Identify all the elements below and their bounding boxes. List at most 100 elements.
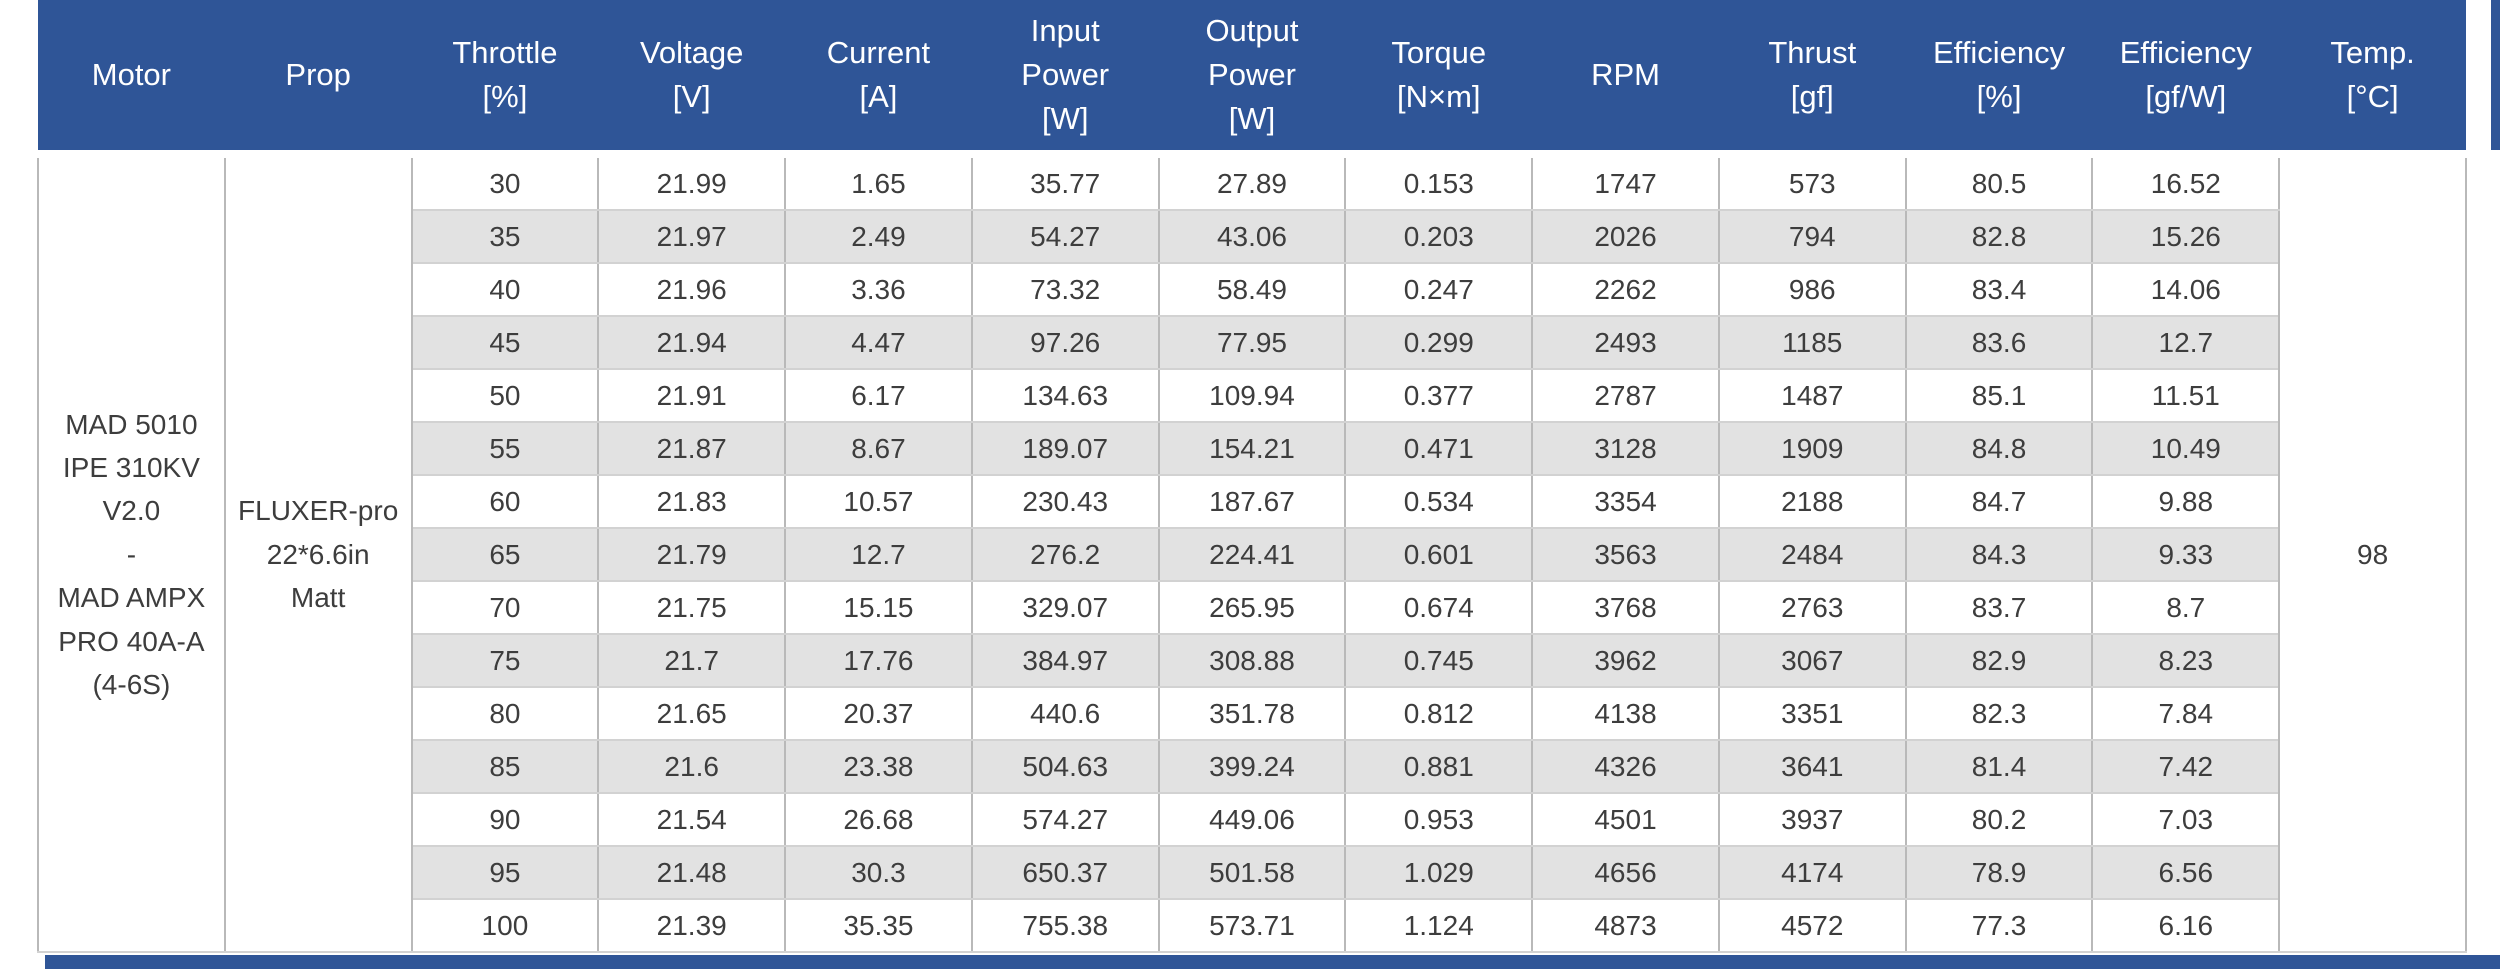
data-cell-rpm: 4501: [1531, 792, 1720, 847]
data-cell-efficiency_pct: 83.4: [1904, 262, 2094, 317]
data-cell-throttle: 40: [410, 262, 600, 317]
column-header-motor: Motor: [38, 0, 225, 158]
data-cell-thrust: 1185: [1717, 315, 1907, 370]
table-header-row: Motor Prop Throttle [%] Voltage [V] Current …: [38, 0, 2466, 158]
data-cell-efficiency_pct: 81.4: [1904, 739, 2094, 794]
table-row: 45 21.94 4.47 97.26 77.95 0.299 2493 1185 83.6 12…: [38, 315, 2466, 370]
data-cell-efficiency_pct: 83.6: [1904, 315, 2094, 370]
data-cell-efficiency_gfw: 11.51: [2091, 368, 2281, 423]
data-cell-efficiency_gfw: 8.7: [2091, 580, 2281, 635]
data-cell-current: 26.68: [784, 792, 973, 847]
data-cell-efficiency_gfw: 6.16: [2091, 898, 2281, 953]
data-cell-torque: 0.953: [1344, 792, 1534, 847]
data-cell-input_power: 276.2: [970, 527, 1160, 582]
table-row: 40 21.96 3.36 73.32 58.49 0.247 2262 986 83.4 14.…: [38, 262, 2466, 317]
data-cell-thrust: 794: [1717, 209, 1907, 264]
data-cell-efficiency_pct: 82.8: [1904, 209, 2094, 264]
data-cell-torque: 0.247: [1344, 262, 1534, 317]
data-cell-voltage: 21.96: [597, 262, 787, 317]
table-row: 90 21.54 26.68 574.27 449.06 0.953 4501 3937 80.…: [38, 792, 2466, 847]
data-cell-voltage: 21.99: [597, 153, 787, 211]
table-row: 100 21.39 35.35 755.38 573.71 1.124 4873 4572 77…: [38, 898, 2466, 953]
table-row: 55 21.87 8.67 189.07 154.21 0.471 3128 1909 84.8…: [38, 421, 2466, 476]
motor-test-table: Motor Prop Throttle [%] Voltage [V] Current …: [37, 0, 2467, 953]
data-cell-efficiency_gfw: 6.56: [2091, 845, 2281, 900]
data-cell-thrust: 3067: [1717, 633, 1907, 688]
data-cell-torque: 0.203: [1344, 209, 1534, 264]
data-cell-torque: 0.812: [1344, 686, 1534, 741]
column-header-thrust: Thrust [gf]: [1718, 0, 1906, 158]
column-header-output_power: Output Power [W]: [1158, 0, 1346, 158]
table-row: 60 21.83 10.57 230.43 187.67 0.534 3354 2188 84.…: [38, 474, 2466, 529]
table-row: 50 21.91 6.17 134.63 109.94 0.377 2787 1487 85.1…: [38, 368, 2466, 423]
data-cell-current: 23.38: [784, 739, 973, 794]
column-header-prop: Prop: [224, 0, 412, 158]
column-header-input_power: Input Power [W]: [971, 0, 1159, 158]
temp-cell: 98: [2278, 153, 2467, 953]
data-cell-torque: 1.029: [1344, 845, 1534, 900]
data-cell-thrust: 2484: [1717, 527, 1907, 582]
data-cell-current: 15.15: [784, 580, 973, 635]
data-cell-input_power: 504.63: [970, 739, 1160, 794]
data-cell-efficiency_gfw: 7.42: [2091, 739, 2281, 794]
data-cell-torque: 0.377: [1344, 368, 1534, 423]
data-cell-rpm: 2026: [1531, 209, 1720, 264]
data-cell-current: 8.67: [784, 421, 973, 476]
data-cell-efficiency_pct: 84.3: [1904, 527, 2094, 582]
data-cell-current: 6.17: [784, 368, 973, 423]
table-row: 95 21.48 30.3 650.37 501.58 1.029 4656 4174 78.9…: [38, 845, 2466, 900]
data-cell-efficiency_pct: 83.7: [1904, 580, 2094, 635]
prop-cell: FLUXER-pro 22*6.6in Matt: [223, 153, 413, 953]
data-cell-rpm: 2262: [1531, 262, 1720, 317]
data-cell-efficiency_gfw: 14.06: [2091, 262, 2281, 317]
data-cell-thrust: 1909: [1717, 421, 1907, 476]
data-cell-thrust: 2763: [1717, 580, 1907, 635]
data-cell-rpm: 3563: [1531, 527, 1720, 582]
table-row: 65 21.79 12.7 276.2 224.41 0.601 3563 2484 84.3 9…: [38, 527, 2466, 582]
data-cell-current: 3.36: [784, 262, 973, 317]
motor-cell: MAD 5010 IPE 310KV V2.0 - MAD AMPX PRO 4…: [37, 153, 226, 953]
data-cell-output_power: 573.71: [1157, 898, 1347, 953]
data-cell-throttle: 65: [410, 527, 600, 582]
data-cell-thrust: 3641: [1717, 739, 1907, 794]
data-cell-efficiency_pct: 78.9: [1904, 845, 2094, 900]
data-cell-output_power: 308.88: [1157, 633, 1347, 688]
data-cell-current: 10.57: [784, 474, 973, 529]
data-cell-efficiency_pct: 84.8: [1904, 421, 2094, 476]
data-cell-throttle: 45: [410, 315, 600, 370]
data-cell-thrust: 4572: [1717, 898, 1907, 953]
data-cell-input_power: 35.77: [970, 153, 1160, 211]
table-row: 75 21.7 17.76 384.97 308.88 0.745 3962 3067 82.9…: [38, 633, 2466, 688]
data-cell-current: 1.65: [784, 153, 973, 211]
data-cell-rpm: 2787: [1531, 368, 1720, 423]
data-cell-current: 20.37: [784, 686, 973, 741]
data-cell-throttle: 30: [410, 153, 600, 211]
data-cell-efficiency_gfw: 9.88: [2091, 474, 2281, 529]
bottom-accent-bar: [45, 955, 2500, 969]
data-cell-efficiency_pct: 82.3: [1904, 686, 2094, 741]
data-cell-efficiency_gfw: 12.7: [2091, 315, 2281, 370]
data-cell-throttle: 55: [410, 421, 600, 476]
data-cell-output_power: 449.06: [1157, 792, 1347, 847]
data-cell-input_power: 574.27: [970, 792, 1160, 847]
data-cell-input_power: 97.26: [970, 315, 1160, 370]
table-row: MAD 5010 IPE 310KV V2.0 - MAD AMPX PRO 4…: [37, 153, 2467, 953]
data-cell-output_power: 58.49: [1157, 262, 1347, 317]
data-cell-current: 4.47: [784, 315, 973, 370]
data-cell-rpm: 3962: [1531, 633, 1720, 688]
data-cell-thrust: 3351: [1717, 686, 1907, 741]
column-header-torque: Torque [N×m]: [1345, 0, 1533, 158]
data-cell-torque: 1.124: [1344, 898, 1534, 953]
data-cell-voltage: 21.48: [597, 845, 787, 900]
data-cell-efficiency_pct: 80.2: [1904, 792, 2094, 847]
data-cell-output_power: 109.94: [1157, 368, 1347, 423]
data-cell-throttle: 90: [410, 792, 600, 847]
data-cell-efficiency_pct: 77.3: [1904, 898, 2094, 953]
data-cell-voltage: 21.54: [597, 792, 787, 847]
data-cell-thrust: 1487: [1717, 368, 1907, 423]
data-cell-throttle: 80: [410, 686, 600, 741]
data-cell-thrust: 986: [1717, 262, 1907, 317]
data-cell-throttle: 50: [410, 368, 600, 423]
data-cell-current: 30.3: [784, 845, 973, 900]
data-cell-input_power: 650.37: [970, 845, 1160, 900]
